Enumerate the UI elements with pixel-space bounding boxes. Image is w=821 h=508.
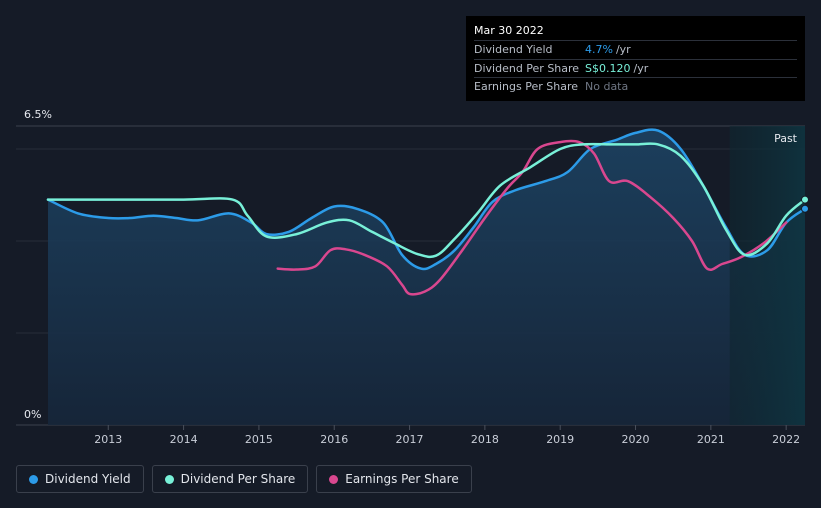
tooltip-value: S$0.120 — [585, 61, 631, 75]
legend-dot-icon — [164, 474, 174, 484]
end-marker-dividend-yield — [801, 204, 809, 213]
tooltip-row-earnings-per-share: Earnings Per Share No data — [474, 77, 797, 96]
x-tick-label: 2013 — [94, 433, 122, 446]
tooltip-value: No data — [585, 80, 629, 93]
legend-dot-icon — [29, 474, 38, 484]
series-line-dividend-per-share — [46, 142, 807, 259]
line-layer — [46, 128, 807, 296]
area-dividend-yield — [48, 129, 805, 425]
tooltip-row-dividend-yield: Dividend Yield 4.7%/yr — [474, 40, 797, 59]
x-tick-label: 2020 — [622, 433, 650, 446]
legend-label: Dividend Per Share — [180, 472, 296, 486]
x-axis-ticks: 2013 2014 2015 2016 2017 2018 2019 2020 2021 2022 — [94, 425, 800, 446]
tooltip-row-dividend-per-share: Dividend Per Share S$0.120/yr — [474, 58, 797, 78]
tooltip-unit: /yr — [615, 43, 631, 56]
tooltip-label: Dividend Yield — [474, 43, 553, 56]
past-label: Past — [774, 132, 798, 145]
y-axis-top-label: 6.5% — [24, 108, 52, 121]
tooltip-label: Earnings Per Share — [474, 80, 579, 93]
series-line-dividend-yield — [46, 128, 807, 271]
x-tick-label: 2014 — [170, 433, 198, 446]
x-tick-label: 2018 — [471, 433, 499, 446]
x-tick-label: 2019 — [546, 433, 574, 446]
tooltip-value: 4.7% — [585, 43, 613, 56]
tooltip-unit: /yr — [633, 61, 649, 75]
area-layer — [48, 129, 805, 425]
legend-label: Earnings Per Share — [345, 472, 459, 486]
tooltip-label: Dividend Per Share — [474, 61, 580, 75]
tooltip: Mar 30 2022 Dividend Yield 4.7%/yr Divid… — [466, 16, 805, 101]
legend-dividend-per-share-button[interactable]: Dividend Per Share — [151, 465, 309, 493]
legend-label: Dividend Yield — [45, 472, 131, 486]
x-tick-label: 2021 — [697, 433, 725, 446]
legend: Dividend Yield Dividend Per Share Earnin… — [16, 465, 472, 493]
legend-earnings-per-share-button[interactable]: Earnings Per Share — [316, 465, 472, 493]
x-tick-label: 2022 — [772, 433, 800, 446]
x-tick-label: 2016 — [320, 433, 348, 446]
end-markers — [801, 195, 809, 213]
legend-dot-icon — [329, 474, 339, 484]
end-marker-dividend-per-share — [801, 195, 809, 204]
x-tick-label: 2015 — [245, 433, 273, 446]
past-region — [729, 126, 805, 425]
legend-dividend-yield-button[interactable]: Dividend Yield — [16, 465, 144, 493]
tooltip-date: Mar 30 2022 — [474, 24, 544, 37]
x-tick-label: 2017 — [396, 433, 424, 446]
y-axis-bottom-label: 0% — [24, 408, 41, 421]
